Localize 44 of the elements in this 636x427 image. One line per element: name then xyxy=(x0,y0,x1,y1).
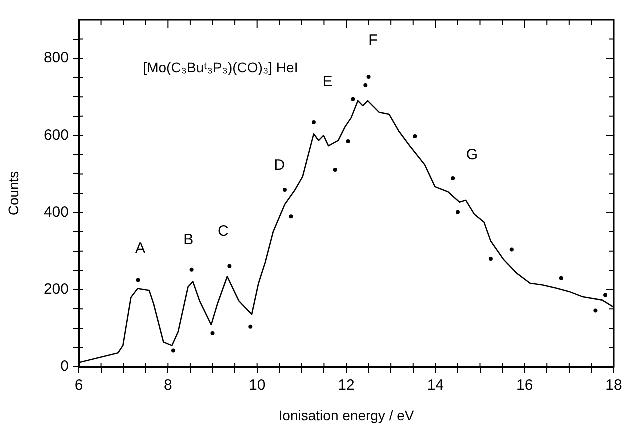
annotation: A xyxy=(136,240,146,258)
point xyxy=(364,84,368,88)
point xyxy=(190,268,194,272)
point xyxy=(451,176,456,180)
x-tick-label: 14 xyxy=(427,377,444,394)
point xyxy=(312,120,316,125)
annotation: [Mo(C₃Buᵗ₃P₃)(CO)₃] HeI xyxy=(143,59,298,76)
x-tick-label: 8 xyxy=(164,377,172,394)
point xyxy=(594,308,598,313)
annotation: C xyxy=(218,222,230,240)
point xyxy=(346,139,350,144)
point xyxy=(228,264,232,268)
annotation: G xyxy=(466,146,478,164)
x-tick-label: 16 xyxy=(516,377,534,394)
y-tick-label: 400 xyxy=(44,204,69,221)
point xyxy=(248,324,253,329)
y-axis-title: Counts xyxy=(5,171,22,216)
point xyxy=(488,257,493,262)
annotation: D xyxy=(274,156,286,174)
point xyxy=(136,278,140,282)
point xyxy=(172,348,176,353)
point xyxy=(366,75,371,80)
annotation: F xyxy=(368,32,378,49)
y-tick-label: 600 xyxy=(44,126,69,144)
point xyxy=(289,214,294,219)
y-tick-label: 800 xyxy=(44,50,69,67)
x-tick-label: 18 xyxy=(606,377,622,394)
point xyxy=(456,210,460,214)
annotation: B xyxy=(184,231,194,248)
point xyxy=(510,248,514,252)
y-tick-label: 200 xyxy=(44,281,69,298)
point xyxy=(333,168,338,172)
point xyxy=(351,97,356,102)
x-tick-label: 10 xyxy=(248,377,266,394)
y-tick-label: 0 xyxy=(60,358,69,376)
point xyxy=(413,134,418,138)
point xyxy=(210,331,215,336)
x-tick-label: 12 xyxy=(338,377,355,394)
x-tick-label: 6 xyxy=(74,377,84,394)
point xyxy=(559,276,564,280)
point xyxy=(282,188,287,192)
x-axis-title: Ionisation energy / eV xyxy=(278,407,415,424)
annotation: E xyxy=(322,74,333,91)
point xyxy=(604,293,608,298)
